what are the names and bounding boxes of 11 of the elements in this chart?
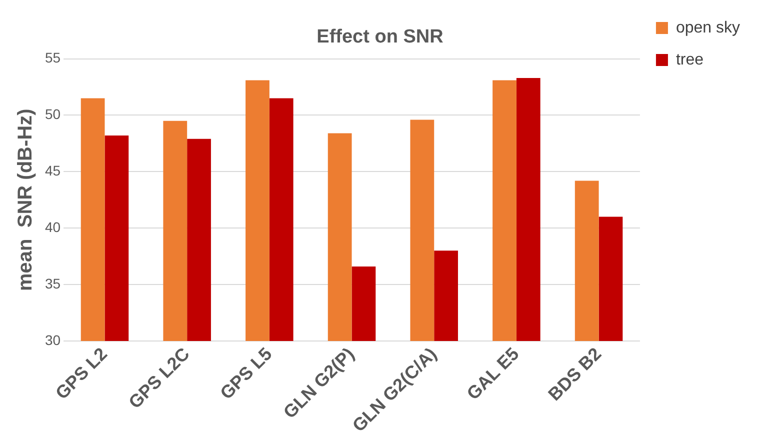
y-tick-label: 45: [44, 162, 61, 179]
y-tick-label: 30: [44, 332, 61, 348]
legend-label: tree: [676, 51, 704, 68]
y-tick-label: 40: [44, 218, 61, 235]
legend-label: open sky: [676, 19, 740, 36]
y-tick-label: 55: [44, 50, 61, 66]
y-tick-label: 35: [44, 275, 61, 292]
chart-title: Effect on SNR: [316, 26, 444, 48]
y-axis-title: mean SNR (dB-Hz): [14, 108, 37, 291]
y-tick-label: 50: [44, 106, 61, 122]
x-tick-label: GAL E5: [462, 344, 523, 404]
